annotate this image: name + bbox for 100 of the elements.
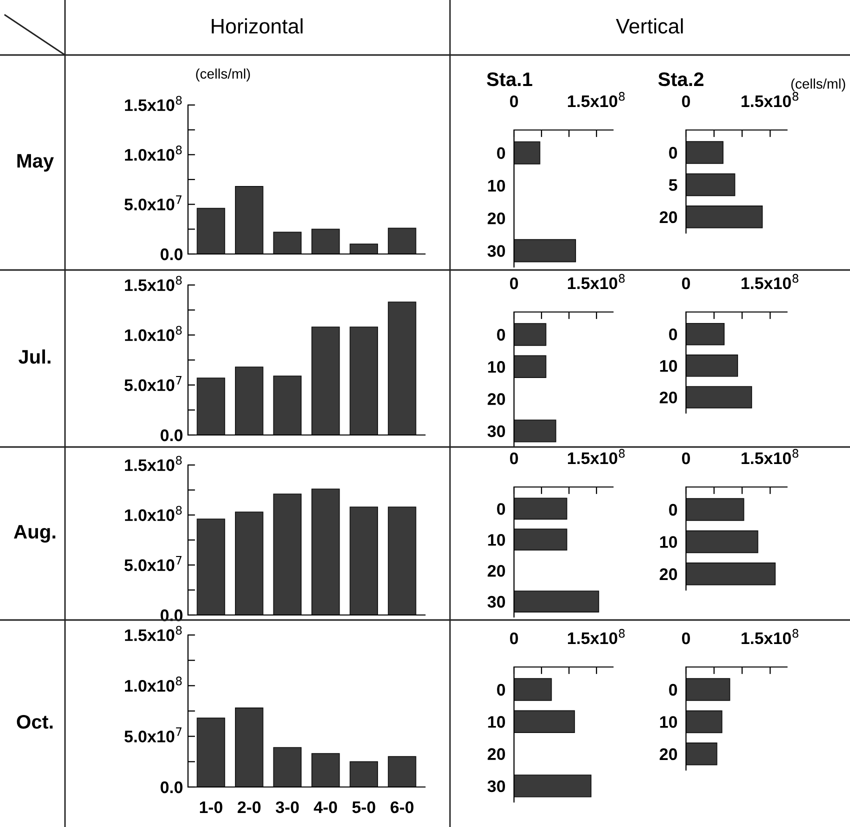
text: Vertical: [616, 18, 683, 34]
y-tick-label: 0.0: [160, 429, 182, 442]
y-tick-label: 0.0: [160, 781, 182, 794]
bar: [311, 326, 340, 435]
bar: [686, 173, 736, 196]
y-tick-label: 20: [488, 212, 505, 224]
y-tick-label: 30: [488, 780, 505, 792]
y-tick-label: 10: [488, 180, 505, 192]
y-tick-label: 20: [660, 392, 677, 404]
bar: [273, 747, 302, 787]
bar: [514, 678, 552, 701]
chart-title: Sta.1: [486, 72, 532, 86]
x-tick-label: 2-0: [238, 801, 261, 814]
y-tick-label: 0: [497, 328, 505, 341]
y-tick-label: 10: [660, 716, 677, 728]
bar: [234, 512, 264, 615]
x-tick-label: 0: [510, 452, 518, 464]
bar: [388, 756, 416, 787]
bar: [388, 302, 416, 435]
x-tick-label: 6-0: [390, 801, 414, 814]
y-tick-label: 20: [660, 211, 677, 224]
x-tick-label: 0: [682, 95, 690, 108]
x-tick-label: 1.5x10$^{8}$: [742, 448, 798, 464]
x-tick-label: 1.5x10$^{8}$: [742, 628, 798, 644]
bar: [234, 366, 264, 435]
bar: [514, 774, 592, 798]
bar: [686, 141, 724, 164]
bar: [311, 488, 340, 615]
x-tick-label: 0: [682, 277, 690, 290]
bar: [686, 386, 752, 408]
y-tick-label: 30: [488, 425, 505, 438]
y-tick-label: 5.0x10$^{7}$: [124, 727, 182, 742]
y-axis-title: Oct.: [16, 714, 53, 729]
y-tick-label: 0: [669, 504, 677, 516]
y-tick-label: 1.0x10$^{8}$: [125, 146, 182, 161]
bar: [234, 708, 264, 787]
y-tick-label: 20: [660, 568, 677, 580]
y-tick-label: 10: [488, 716, 505, 728]
text: Horizontal: [212, 18, 303, 34]
bar: [273, 494, 302, 615]
y-tick-label: 10: [660, 360, 677, 372]
x-tick-label: 0: [682, 632, 690, 644]
x-tick-label: 1.5x10$^{8}$: [568, 274, 625, 290]
y-tick-label: 20: [488, 748, 505, 760]
bar: [686, 742, 718, 766]
y-tick-label: 30: [488, 596, 505, 608]
bar: [686, 354, 738, 377]
bar: [196, 208, 226, 254]
bar: [234, 186, 264, 254]
x-tick-label: 0: [510, 277, 518, 290]
bar: [273, 376, 302, 435]
bar: [311, 228, 340, 254]
y-tick-label: 10: [488, 361, 505, 373]
bar: [311, 753, 340, 787]
text: (cells/ml): [791, 78, 846, 92]
y-tick-label: 5.0x10$^{7}$: [124, 376, 182, 392]
chart-title: Sta.2: [658, 72, 704, 86]
x-tick-label: 1.5x10$^{8}$: [568, 628, 625, 644]
bar: [350, 761, 378, 787]
y-tick-label: 5.0x10$^{7}$: [124, 556, 182, 572]
y-tick-label: 5: [668, 179, 678, 191]
bar: [196, 518, 226, 615]
bar: [686, 322, 725, 346]
y-tick-label: 10: [488, 534, 505, 546]
y-axis-title: May: [17, 154, 54, 172]
y-axis-title: Aug.: [14, 525, 56, 543]
y-tick-label: 0: [669, 146, 677, 159]
y-tick-label: 5.0x10$^{7}$: [124, 195, 182, 210]
x-tick-label: 0: [510, 632, 518, 644]
bar: [686, 498, 744, 521]
bar: [388, 228, 416, 254]
bar: [686, 562, 776, 586]
x-tick-label: 4-0: [314, 801, 337, 814]
text: (cells/ml): [196, 68, 250, 82]
y-tick-label: 1.0x10$^{8}$: [125, 676, 182, 692]
bar: [196, 718, 226, 787]
y-axis-title: Jul.: [18, 349, 50, 364]
x-tick-label: 0: [510, 95, 518, 108]
y-tick-label: 20: [660, 748, 677, 760]
bar: [686, 710, 722, 734]
y-tick-label: 0: [497, 684, 505, 696]
y-tick-label: 30: [488, 245, 505, 257]
x-tick-label: 1.5x10$^{8}$: [742, 274, 798, 290]
y-tick-label: 0: [669, 328, 677, 340]
x-tick-label: 0: [682, 452, 690, 464]
x-tick-label: 1.5x10$^{8}$: [568, 448, 625, 464]
x-tick-label: 5-0: [352, 801, 376, 814]
y-tick-label: 0.0: [160, 248, 182, 260]
y-tick-label: 0: [497, 147, 505, 160]
bar: [686, 206, 763, 228]
bar: [196, 378, 226, 435]
y-tick-label: 20: [488, 564, 505, 577]
bar: [273, 232, 302, 254]
x-tick-label: 1.5x10$^{8}$: [568, 92, 625, 108]
y-tick-label: 0: [669, 684, 677, 696]
y-tick-label: 20: [488, 393, 505, 405]
x-tick-label: 1-0: [200, 801, 222, 814]
bar: [388, 506, 416, 615]
y-tick-label: 1.0x10$^{8}$: [125, 506, 182, 522]
y-tick-label: 10: [660, 536, 677, 548]
